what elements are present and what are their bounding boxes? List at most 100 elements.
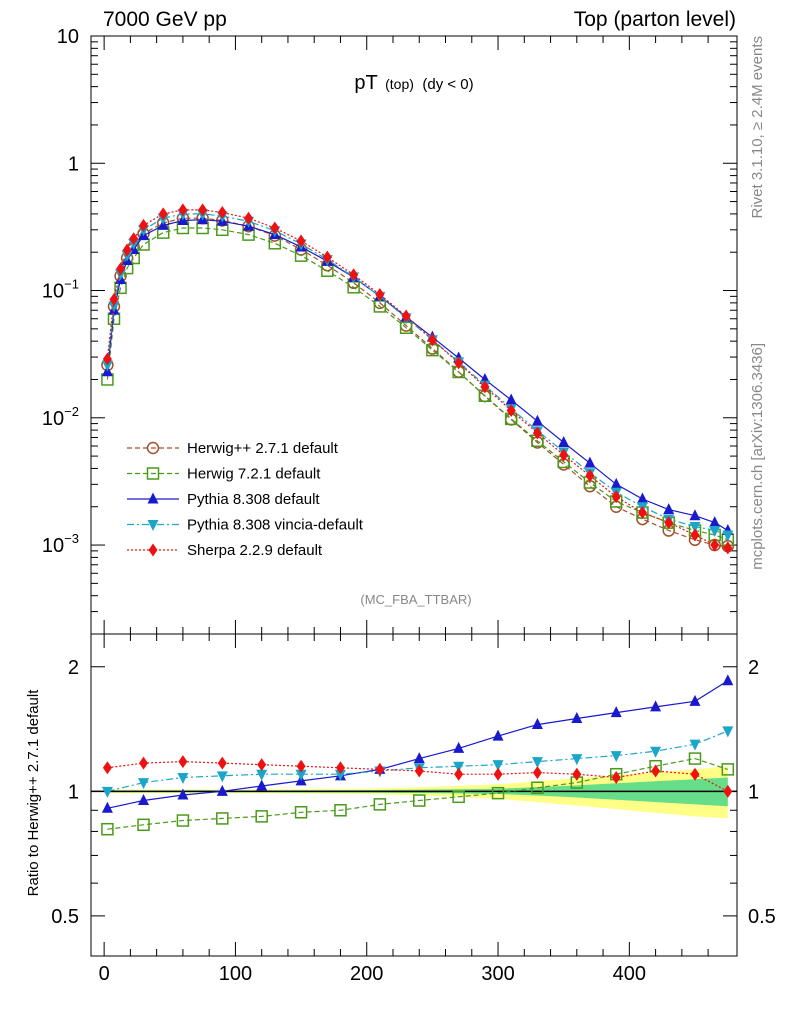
ratio-point (611, 771, 621, 785)
ratio-point (255, 810, 268, 823)
series-point (610, 477, 622, 489)
series-point (122, 243, 132, 257)
ratio-point (723, 784, 733, 798)
watermark: (MC_FBA_TTBAR) (360, 592, 471, 607)
series-point (454, 356, 464, 370)
ratio-point (492, 760, 504, 772)
ratio-xtick-label: 0 (99, 963, 110, 985)
series-line (106, 219, 729, 532)
ratio-ylabel: Ratio to Herwig++ 2.7.1 default (25, 689, 42, 897)
series-point (689, 521, 701, 533)
ratio-point (454, 767, 464, 781)
main-ytick-exp: −2 (64, 404, 79, 419)
ratio-point (335, 761, 345, 775)
ratio-point (690, 767, 700, 781)
ratio-point (138, 778, 150, 790)
legend-item: Pythia 8.308 vincia-default (127, 517, 364, 534)
series-point (584, 456, 596, 468)
ratio-point (139, 756, 149, 770)
ratio-point (721, 763, 735, 776)
series-point (158, 207, 168, 221)
ratio-point (453, 761, 465, 773)
ratio-point (414, 764, 424, 778)
series-point (723, 541, 733, 555)
legend-marker (146, 467, 160, 480)
series-point (401, 309, 411, 323)
ratio-frame (90, 633, 738, 957)
ratio-point (492, 729, 504, 741)
series-point (178, 203, 188, 217)
series-point (244, 211, 254, 225)
ratio-point (491, 786, 505, 800)
series-point (505, 393, 517, 405)
series-point (611, 490, 621, 504)
ratio-panel: Ratio to Herwig++ 2.7.1 default 2 2 1 1 0.5 0… (25, 633, 776, 985)
main-title-text: pT (354, 72, 377, 94)
series-point (375, 288, 385, 302)
series-line (106, 213, 728, 536)
ratio-point (688, 752, 702, 765)
ratio-point (413, 752, 425, 764)
series-point (709, 516, 721, 528)
series-point (322, 250, 332, 264)
ratio-point (531, 718, 543, 730)
legend-label: Sherpa 2.2.9 default (187, 542, 323, 559)
series-point (349, 268, 359, 282)
series-point (559, 448, 569, 462)
main-ytick-exp: −1 (64, 277, 79, 292)
ratio-point (138, 794, 150, 806)
main-series (101, 203, 735, 555)
ratio-point (256, 779, 268, 791)
ratio-point (453, 741, 465, 753)
ratio-point (722, 726, 734, 738)
main-ytick-label: 10−3 (42, 531, 79, 557)
ratio-point (651, 764, 661, 778)
ratio-point (334, 769, 346, 781)
ratio-point (295, 769, 307, 781)
series-2 (101, 213, 734, 536)
ratio-ytick-label-right: 0.5 (748, 906, 776, 928)
series-point (198, 203, 208, 217)
series-point (101, 360, 113, 372)
series-point (427, 333, 437, 347)
ratio-point (177, 788, 189, 800)
ratio-point (178, 755, 188, 769)
series-point (558, 435, 570, 447)
ratio-series-3 (102, 755, 733, 798)
main-ytick-label: 10 (57, 26, 79, 48)
legend-label: Herwig++ 2.7.1 default (187, 440, 339, 457)
ratio-point (101, 801, 113, 813)
ratio-point (571, 754, 583, 766)
main-title-extra: (dy < 0) (422, 76, 473, 93)
side-text-top: Rivet 3.1.10, ≥ 2.4M events (749, 36, 766, 219)
ratio-point (216, 771, 228, 783)
series-point (116, 262, 126, 276)
main-ytick-label: 1 (68, 153, 79, 175)
ratio-point (334, 804, 347, 817)
ratio-point (102, 761, 112, 775)
ratio-xtick-label: 100 (219, 963, 252, 985)
ratio-point (689, 694, 701, 706)
ratio-line (107, 757, 728, 830)
ratio-point (373, 798, 387, 811)
ratio-point (650, 746, 662, 758)
series-point (689, 509, 701, 521)
ratio-point (216, 784, 228, 796)
series-point (102, 352, 112, 366)
ratio-point (571, 711, 583, 723)
ratio-point (257, 758, 267, 772)
series-point (270, 221, 280, 235)
ratio-point (610, 751, 622, 763)
main-ytick-label: 10−1 (42, 277, 79, 303)
ratio-point (256, 769, 268, 781)
legend-marker (147, 520, 159, 531)
ratio-point (610, 706, 622, 718)
series-point (531, 414, 543, 426)
header-right: Top (parton level) (574, 8, 736, 31)
series-4 (102, 203, 733, 555)
ratio-series (101, 674, 735, 836)
ratio-point (137, 818, 150, 832)
ratio-point (532, 766, 542, 780)
series-line (106, 227, 729, 541)
